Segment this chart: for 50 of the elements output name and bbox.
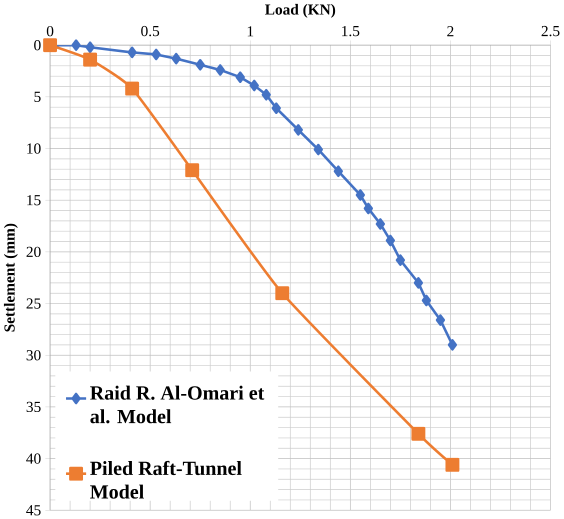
point	[250, 80, 259, 92]
x-tick-label: 2	[447, 26, 454, 36]
point	[85, 41, 95, 53]
point	[172, 52, 181, 64]
point	[275, 286, 290, 300]
point	[196, 58, 205, 70]
legend-label: Raid R. Al-Omari et al. Model	[90, 386, 264, 424]
point	[376, 218, 386, 230]
x-tick-label: 0.5	[141, 26, 160, 36]
y-tick-label: 40	[26, 453, 41, 464]
y-tick-label: 35	[26, 402, 41, 412]
y-tick-label: 30	[26, 350, 41, 360]
point	[411, 426, 426, 441]
point	[125, 81, 140, 96]
y-tick-label: 5	[34, 92, 41, 102]
legend-label: Piled Raft-Tunnel Model	[90, 460, 242, 499]
point	[334, 165, 343, 177]
y-tick-label: 45	[26, 505, 41, 516]
point	[414, 276, 424, 289]
point	[272, 102, 281, 114]
point	[364, 202, 373, 214]
point	[71, 39, 81, 51]
y-tick-label: 20	[26, 246, 41, 257]
point	[262, 88, 271, 100]
point	[127, 46, 137, 58]
point	[445, 458, 460, 472]
x-tick-label: 1.5	[342, 26, 360, 36]
point	[436, 314, 446, 326]
point	[314, 144, 323, 156]
point	[386, 234, 396, 246]
point	[43, 38, 58, 52]
point	[396, 254, 406, 266]
y-tick-label: 10	[27, 143, 41, 154]
point	[83, 52, 98, 66]
point	[185, 163, 200, 178]
x-tick-label: 2.5	[542, 26, 560, 36]
point	[448, 338, 458, 351]
y-tick-label: 25	[26, 298, 41, 309]
point	[236, 71, 245, 83]
x-axis-title: Load (KN)	[265, 4, 336, 18]
point	[152, 48, 161, 60]
x-tick-label: 1	[248, 26, 254, 36]
y-tick-label: 15	[27, 194, 41, 206]
x-tick-label: 0	[46, 26, 54, 36]
y-axis-title: Settlement (mm)	[4, 224, 18, 332]
point	[422, 294, 432, 306]
point	[216, 64, 225, 76]
y-tick-label: 0	[34, 40, 41, 50]
point	[294, 124, 303, 136]
point	[356, 189, 365, 201]
